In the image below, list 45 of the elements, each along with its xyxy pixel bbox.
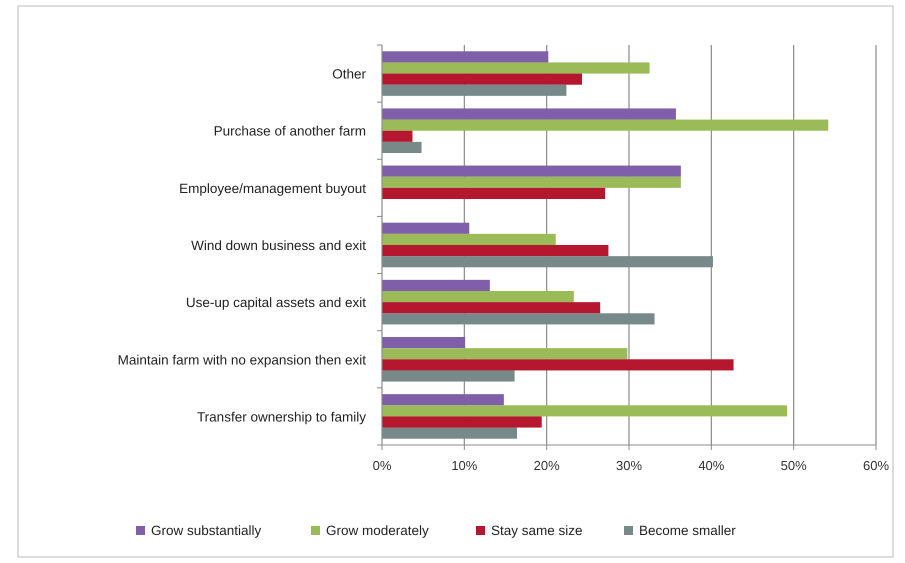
y-tick-label: Use-up capital assets and exit (186, 295, 366, 310)
bar (382, 416, 542, 428)
bar (382, 142, 422, 153)
x-tick-label: 20% (534, 458, 560, 473)
bar (382, 108, 676, 120)
bar (382, 74, 582, 85)
y-tick-label: Maintain farm with no expansion then exit (118, 352, 366, 368)
bar (382, 359, 734, 370)
bar (382, 256, 713, 268)
x-tick-label: 0% (372, 458, 392, 473)
bar (382, 405, 788, 416)
bar (382, 51, 548, 62)
legend-label: Grow substantially (151, 523, 262, 538)
x-tick-label: 60% (862, 458, 890, 473)
bar (382, 176, 681, 188)
bar (382, 234, 556, 245)
bar (382, 313, 655, 324)
y-tick-label: Wind down business and exit (191, 238, 366, 253)
y-tick-label: Other (332, 66, 366, 82)
legend-label: Stay same size (491, 523, 583, 538)
bar (382, 130, 412, 142)
x-tick-label: 40% (698, 458, 725, 473)
y-tick-label: Employee/management buyout (179, 180, 366, 196)
legend-label: Grow moderately (326, 523, 430, 538)
y-tick-label: Purchase of another farm (214, 124, 366, 139)
bar (382, 120, 828, 131)
bar (382, 291, 574, 302)
bar (382, 370, 515, 382)
bar (382, 188, 606, 199)
bar (382, 302, 600, 314)
legend-label: Become smaller (639, 523, 736, 538)
bar (382, 166, 681, 177)
y-tick-label: Transfer ownership to family (196, 409, 366, 424)
bar (382, 62, 650, 74)
bar (382, 84, 566, 96)
bar (382, 348, 628, 360)
bar (382, 222, 470, 234)
bar (382, 428, 518, 439)
x-tick-label: 10% (451, 458, 478, 473)
bar (382, 394, 504, 406)
bar (382, 337, 466, 348)
bar (382, 280, 490, 291)
x-tick-label: 50% (780, 458, 808, 473)
x-tick-label: 30% (616, 458, 642, 473)
bar (382, 245, 608, 256)
